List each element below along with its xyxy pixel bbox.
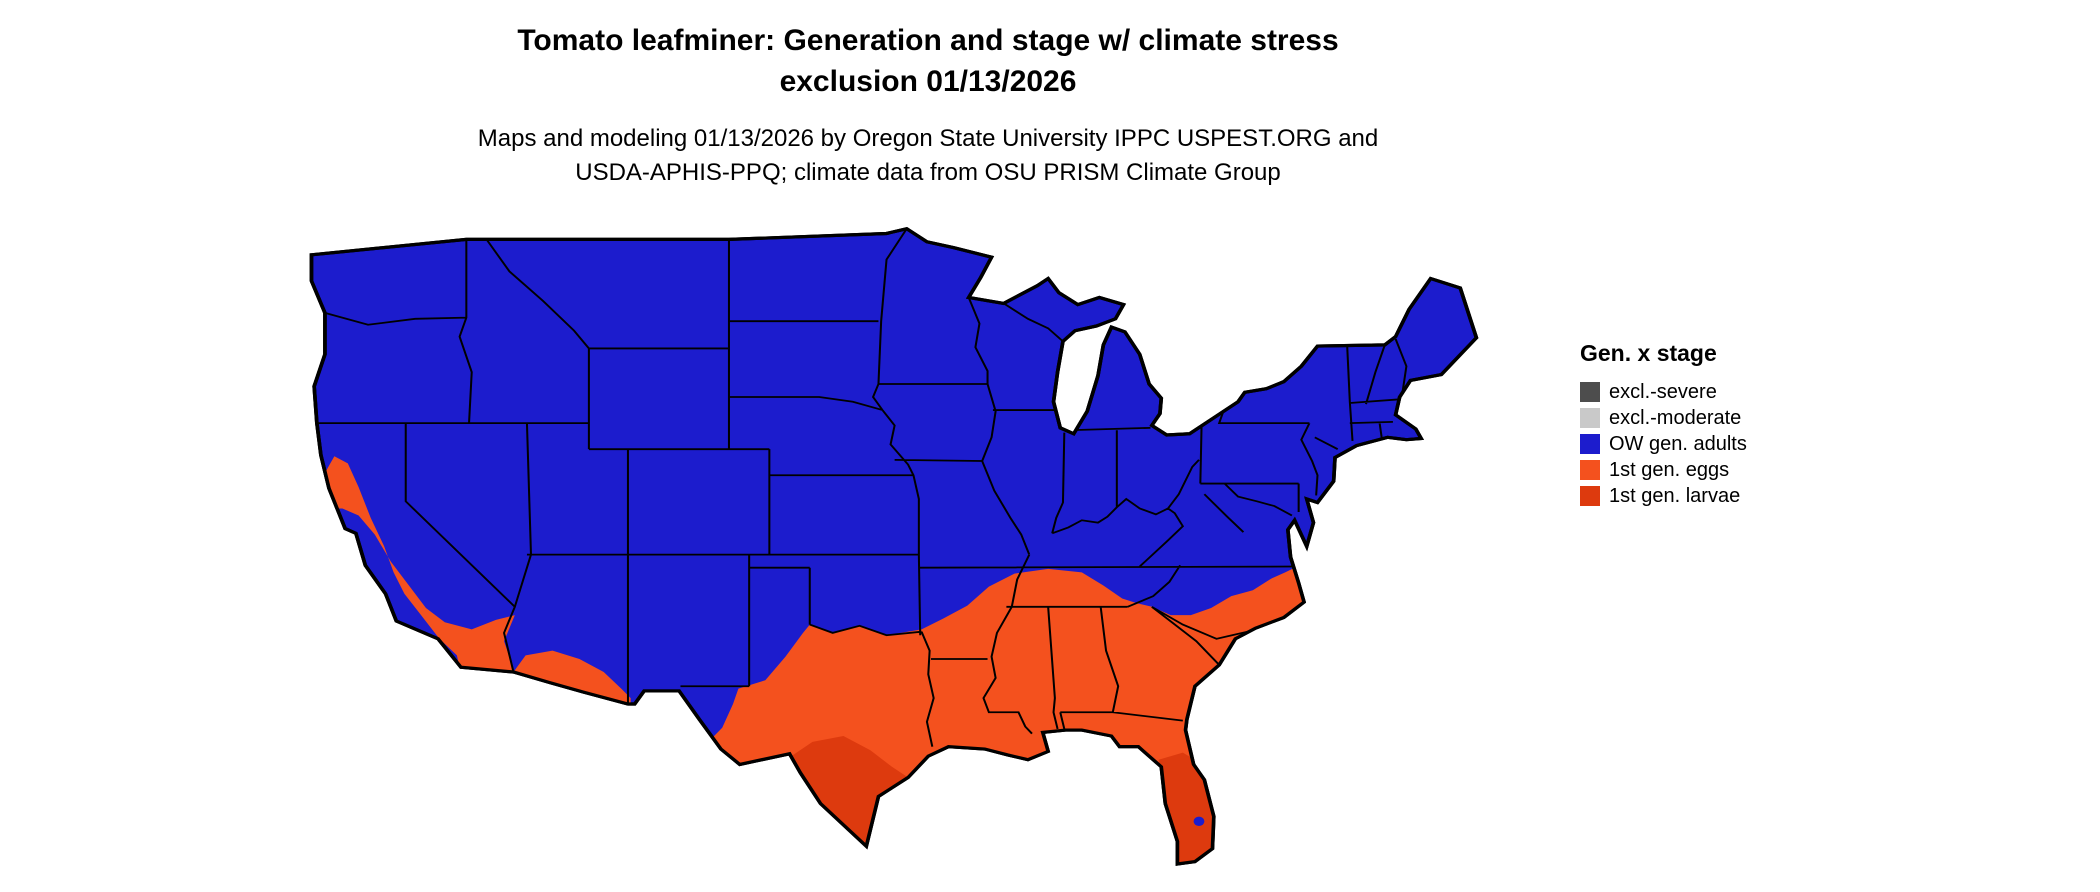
legend-label: 1st gen. eggs <box>1609 458 1730 481</box>
title-line-2: exclusion 01/13/2026 <box>779 65 1077 98</box>
legend-item: 1st gen. larvae <box>1580 483 1747 509</box>
legend-swatch <box>1580 460 1600 480</box>
subtitle-line-1: Maps and modeling 01/13/2026 by Oregon S… <box>477 125 1379 152</box>
legend-title: Gen. x stage <box>1580 340 1717 366</box>
legend-items: excl.-severe excl.-moderate OW gen. adults… <box>1580 379 1747 509</box>
legend-label: excl.-severe <box>1609 380 1717 403</box>
legend-swatch <box>1580 408 1600 428</box>
legend-item: excl.-severe <box>1580 379 1747 405</box>
lake-okeechobee <box>1193 816 1205 827</box>
region-larvae-south-texas <box>789 735 914 853</box>
legend-item: 1st gen. eggs <box>1580 457 1747 483</box>
legend-label: 1st gen. larvae <box>1609 484 1741 507</box>
legend-label: excl.-moderate <box>1609 406 1742 429</box>
legend-swatch <box>1580 382 1600 402</box>
state-borders <box>316 228 1408 747</box>
legend-swatch <box>1580 486 1600 506</box>
page-subtitle: Maps and modeling 01/13/2026 by Oregon S… <box>0 122 1856 190</box>
region-larvae-florida <box>1158 752 1216 864</box>
legend-item: excl.-moderate <box>1580 405 1747 431</box>
legend: Gen. x stage excl.-severe excl.-moderate O… <box>1580 340 1747 509</box>
subtitle-line-2: USDA-APHIS-PPQ; climate data from OSU PR… <box>575 159 1281 186</box>
legend-swatch <box>1580 434 1600 454</box>
legend-item: OW gen. adults <box>1580 431 1747 457</box>
title-line-1: Tomato leafminer: Generation and stage w… <box>517 24 1339 57</box>
region-eggs-california <box>316 456 517 677</box>
us-map <box>309 226 1479 866</box>
page-title: Tomato leafminer: Generation and stage w… <box>0 20 1856 102</box>
legend-label: OW gen. adults <box>1609 432 1747 455</box>
